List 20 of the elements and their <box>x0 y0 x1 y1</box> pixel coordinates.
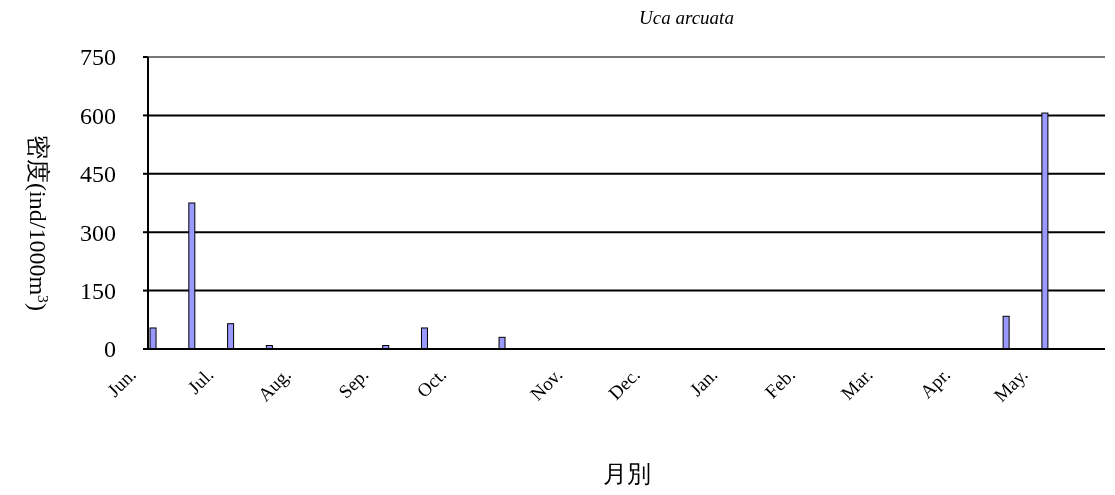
x-tick-label: Feb. <box>760 363 800 403</box>
x-tick-label: Jul. <box>183 363 218 398</box>
x-tick-label: Aug. <box>253 363 295 406</box>
x-tick-label: Oct. <box>412 363 451 402</box>
x-tick-label: May. <box>989 363 1032 406</box>
y-tick-label: 0 <box>104 336 116 363</box>
x-tick-label: Dec. <box>604 363 644 404</box>
y-tick-label: 150 <box>80 278 116 304</box>
x-tick-label: Sep. <box>334 363 373 403</box>
y-tick-label: 600 <box>80 102 116 129</box>
x-tick-label: Apr. <box>915 363 955 403</box>
x-tick-label: Jun. <box>102 363 140 401</box>
x-axis-title: 月別 <box>602 461 651 487</box>
x-tick-label: Nov. <box>525 363 567 405</box>
y-tick-label: 300 <box>80 219 116 246</box>
y-tick-label: 450 <box>80 161 116 188</box>
x-tick-label: Jan. <box>685 363 722 401</box>
chart-title: Uca arcuata <box>639 7 734 28</box>
x-tick-label: Mar. <box>836 363 877 404</box>
y-tick-label: 750 <box>80 44 116 71</box>
